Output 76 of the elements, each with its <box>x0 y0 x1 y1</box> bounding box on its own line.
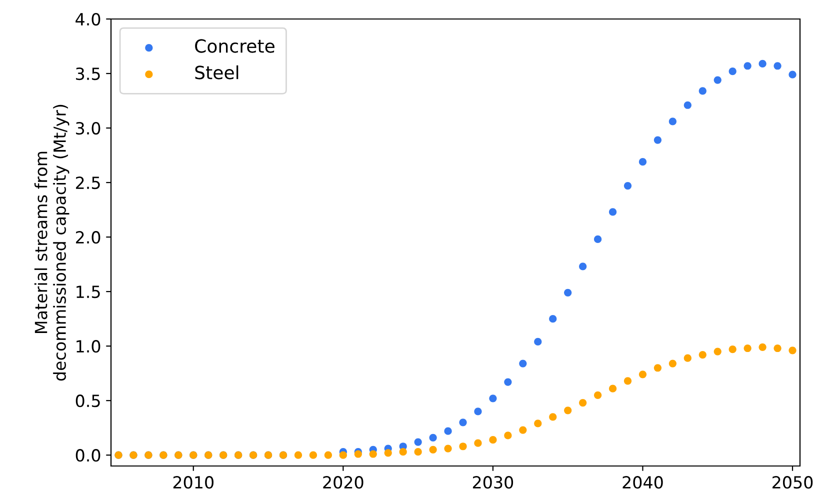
legend-label: Steel <box>195 65 238 80</box>
point <box>339 451 347 459</box>
point <box>519 426 527 434</box>
point <box>564 288 572 296</box>
point <box>668 118 676 126</box>
x-tick-label: 2020 <box>323 476 364 489</box>
point <box>774 62 782 70</box>
point <box>564 406 572 414</box>
point <box>579 398 587 407</box>
x-tick-label: 2010 <box>173 476 214 489</box>
point <box>668 360 676 368</box>
point <box>638 370 647 378</box>
point <box>489 436 497 444</box>
point <box>608 208 617 216</box>
point <box>624 377 632 385</box>
y-tick-label: 4.0 <box>76 12 100 26</box>
point <box>534 338 542 346</box>
point <box>624 182 632 190</box>
point <box>654 136 662 144</box>
point <box>638 158 647 166</box>
point <box>549 413 557 421</box>
x-tick-label: 2030 <box>472 476 514 489</box>
y-tick-label: 3.5 <box>76 67 100 80</box>
y-tick-label: 0.5 <box>76 394 100 408</box>
point <box>744 62 752 70</box>
point <box>399 448 407 456</box>
point <box>714 348 722 356</box>
point <box>429 434 437 442</box>
y-tick-label: 2.5 <box>76 176 100 190</box>
point <box>324 451 332 459</box>
point <box>698 87 706 95</box>
point <box>369 450 377 458</box>
point <box>414 448 422 456</box>
point <box>519 360 527 368</box>
point <box>444 427 452 435</box>
point <box>684 354 692 362</box>
point <box>534 420 542 428</box>
point <box>579 262 587 270</box>
point <box>459 418 467 426</box>
point <box>459 442 467 450</box>
legend-label: Concrete <box>195 39 274 53</box>
point <box>474 439 482 447</box>
point <box>788 346 796 354</box>
point <box>744 344 752 352</box>
point <box>774 344 782 352</box>
y-tick-label: 2.0 <box>76 231 100 244</box>
x-tick-label: 2040 <box>622 476 663 489</box>
point <box>489 394 497 402</box>
point <box>758 343 766 351</box>
point <box>594 391 602 399</box>
point <box>788 70 796 78</box>
y-tick-label: 1.0 <box>76 340 100 353</box>
point <box>474 408 482 416</box>
point <box>728 346 736 354</box>
y-tick-label: 3.0 <box>76 122 100 135</box>
point <box>504 378 512 386</box>
point <box>549 315 557 323</box>
point <box>714 76 722 84</box>
point <box>414 438 422 446</box>
point <box>728 68 736 76</box>
y-tick-label: 0.0 <box>76 449 100 462</box>
point <box>444 444 452 452</box>
point <box>758 60 766 68</box>
y-axis-title: Material streams from decommissioned capacity (Mt/yr) <box>34 104 70 381</box>
point <box>684 101 692 109</box>
point <box>384 449 392 457</box>
x-tick-label: 2050 <box>772 476 813 489</box>
point <box>654 364 662 372</box>
point <box>294 451 302 459</box>
point <box>309 451 318 459</box>
point <box>429 446 437 454</box>
point <box>698 350 706 359</box>
point <box>594 235 602 244</box>
y-tick-label: 1.5 <box>76 286 100 298</box>
point <box>608 384 617 392</box>
point <box>504 432 512 440</box>
